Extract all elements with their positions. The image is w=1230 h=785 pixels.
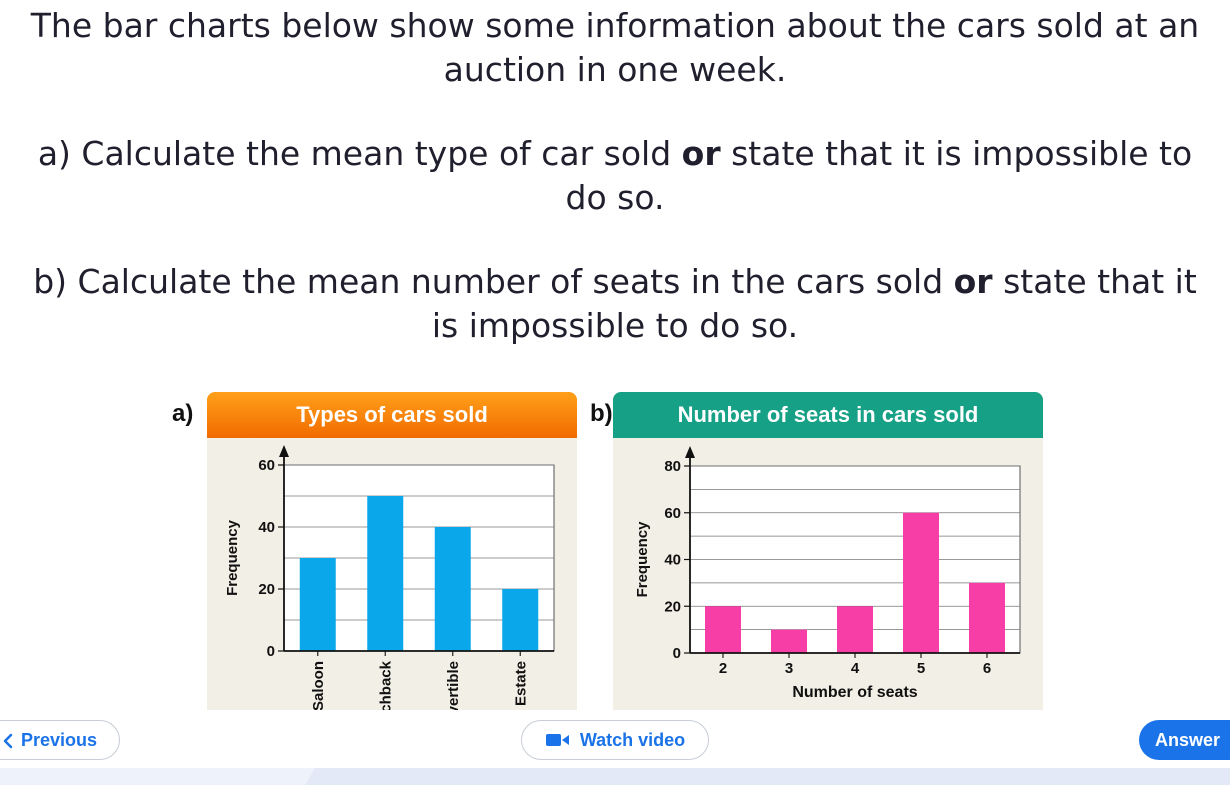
question-b-line1: b) Calculate the mean number of seats in… [0, 260, 1230, 304]
chart-a-bar [502, 589, 539, 651]
question-a-line1: a) Calculate the mean type of car sold o… [0, 132, 1230, 176]
chart-a-panel: Types of cars sold Saloon tchback vertible… [207, 392, 577, 710]
chart-b-x-axis-label: Number of seats [792, 684, 917, 701]
chart-b-y-tick-label: 40 [664, 552, 681, 569]
question-b-line2: is impossible to do so. [431, 306, 799, 345]
chart-b-category-label: 4 [851, 660, 860, 677]
chart-b-category-label: 5 [917, 660, 925, 677]
chart-a-bar [367, 496, 404, 651]
panel-a-label: a) [172, 400, 194, 427]
question-a-text: a) Calculate the mean type of car sold [37, 134, 682, 173]
video-camera-icon [545, 734, 569, 746]
chart-b-category-label: 2 [719, 660, 727, 677]
answer-label: Answer [1155, 730, 1221, 750]
watch-video-label: Watch video [579, 730, 686, 750]
watch-video-button[interactable]: Watch video [521, 720, 709, 760]
chart-b-y-tick-label: 60 [664, 505, 681, 522]
question-b-text: b) Calculate the mean number of seats in… [33, 262, 954, 301]
chart-b-category-label: 6 [983, 660, 991, 677]
chart-b-y-axis-label: Frequency [634, 521, 651, 598]
chart-b-category-label: 3 [785, 660, 793, 677]
question-intro-line1: The bar charts below show some informati… [30, 6, 1200, 45]
chart-b-y-tick-label: 0 [673, 645, 681, 662]
chart-a-plot: Saloon tchback vertible Estate 0 20 40 60 Freque… [224, 445, 555, 710]
question-intro: The bar charts below show some informati… [0, 4, 1230, 92]
question-intro-line2: auction in one week. [443, 50, 787, 89]
question-part-a: a) Calculate the mean type of car sold o… [0, 132, 1230, 220]
chart-a-title: Types of cars sold [207, 392, 577, 438]
chart-b-bar [771, 629, 807, 653]
chart-a-category-label: Estate [512, 661, 529, 706]
chart-b-title: Number of seats in cars sold [613, 392, 1043, 438]
chart-a-category-label: tchback [377, 660, 394, 710]
question-a-bold: or [681, 134, 721, 173]
chart-b-y-axis-arrow [685, 446, 695, 458]
question-b-bold: or [953, 262, 993, 301]
question-part-b: b) Calculate the mean number of seats in… [0, 260, 1230, 348]
bottom-strip-accent [305, 768, 1230, 785]
chart-a-bar [299, 558, 336, 651]
answer-button[interactable]: Answer [1139, 720, 1230, 760]
chart-a-category-label: vertible [445, 661, 462, 710]
chart-a-category-label: Saloon [310, 661, 327, 710]
chart-a-y-axis-label: Frequency [224, 519, 241, 596]
chart-a-y-tick-label: 0 [267, 643, 275, 660]
chart-a-y-tick-label: 60 [258, 457, 275, 474]
question-b-text-end: state that it [992, 262, 1197, 301]
chart-b-bar [705, 606, 741, 653]
chart-b-y-tick-label: 20 [664, 598, 681, 615]
panel-b-label: b) [590, 400, 613, 427]
question-a-line2: do so. [565, 178, 665, 217]
chart-b-bar [837, 606, 873, 653]
question-a-text-end: state that it is impossible to [720, 134, 1193, 173]
previous-button[interactable]: Previous [0, 720, 120, 760]
previous-label: Previous [21, 730, 98, 750]
chart-a-bar [434, 527, 471, 651]
chart-b-panel: Number of seats in cars sold 2 3 4 5 6 0 20 40 6… [613, 392, 1043, 710]
chart-b-bar [969, 582, 1005, 653]
chart-a-y-axis-arrow [279, 445, 289, 457]
chart-a-y-tick-label: 20 [258, 581, 275, 598]
chart-b-y-tick-label: 80 [664, 458, 681, 475]
chart-a-y-tick-label: 40 [258, 519, 275, 536]
chevron-left-icon [3, 733, 13, 749]
chart-b-bar [903, 512, 939, 653]
